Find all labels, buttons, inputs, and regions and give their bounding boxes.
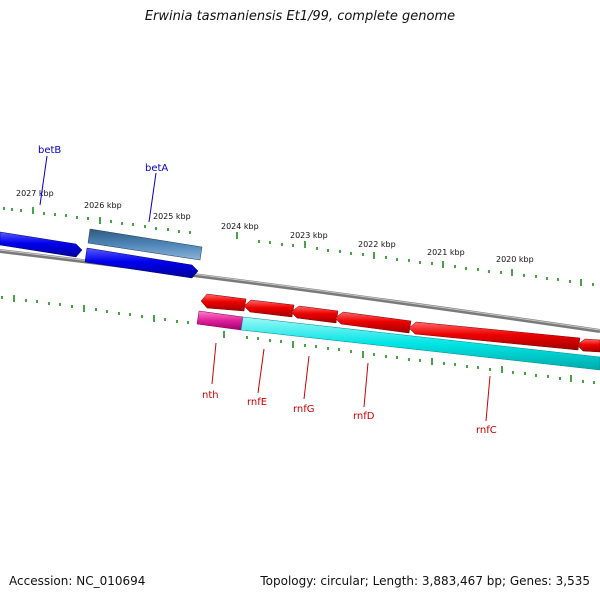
scale-label: 2020 kbp <box>496 255 534 264</box>
tick-row-lower <box>1 295 595 384</box>
gene-label-rnfE[interactable]: rnfE <box>247 397 267 408</box>
scale-label: 2024 kbp <box>221 222 259 231</box>
reverse-feature-bar-cyan[interactable] <box>240 316 600 371</box>
accession-text: Accession: NC_010694 <box>9 574 146 588</box>
scale-label: 2022 kbp <box>358 240 396 249</box>
genome-summary-text: Topology: circular; Length: 3,883,467 bp… <box>260 574 590 588</box>
label-leader-line <box>485 375 491 422</box>
gene-label-rnfC[interactable]: rnfC <box>476 425 497 436</box>
label-leader-line <box>211 342 217 385</box>
tick-row-upper <box>3 207 594 286</box>
gene-label-rnfD[interactable]: rnfD <box>353 411 375 422</box>
reverse-gene-arrow[interactable] <box>290 305 339 324</box>
genome-backbone <box>0 249 600 333</box>
scale-label: 2027 kbp <box>16 189 54 198</box>
gene-label-rnfG[interactable]: rnfG <box>293 404 315 415</box>
scale-label: 2025 kbp <box>153 212 191 221</box>
scale-label: 2026 kbp <box>84 201 122 210</box>
reverse-gene-arrow[interactable] <box>200 293 247 312</box>
label-leader-line <box>148 172 157 223</box>
reverse-gene-arrow[interactable] <box>408 321 581 351</box>
gene-label-betA[interactable]: betA <box>145 163 168 174</box>
genome-backbone-highlight <box>0 249 600 331</box>
reverse-gene-arrow[interactable] <box>576 338 600 353</box>
label-leader-line <box>363 362 369 408</box>
label-leader-line <box>303 355 310 400</box>
map-title: Erwinia tasmaniensis Et1/99, complete ge… <box>144 9 456 24</box>
label-leader-line <box>257 348 265 394</box>
scale-label: 2021 kbp <box>427 248 465 257</box>
gene-label-betB[interactable]: betB <box>38 145 61 156</box>
scale-label: 2023 kbp <box>290 231 328 240</box>
forward-gene-arrow[interactable] <box>0 231 83 258</box>
label-leader-line <box>39 155 48 206</box>
gene-label-nth[interactable]: nth <box>202 390 219 401</box>
forward-gene-arrow[interactable] <box>84 247 199 279</box>
scale-labels: 2027 kbp 2026 kbp 2025 kbp 2024 kbp 2023… <box>16 189 534 264</box>
reverse-gene-arrow[interactable] <box>243 299 295 318</box>
reverse-feature-bar-magenta[interactable] <box>196 310 244 331</box>
reverse-gene-arrow[interactable] <box>334 311 412 334</box>
forward-feature-bar[interactable] <box>87 228 203 261</box>
